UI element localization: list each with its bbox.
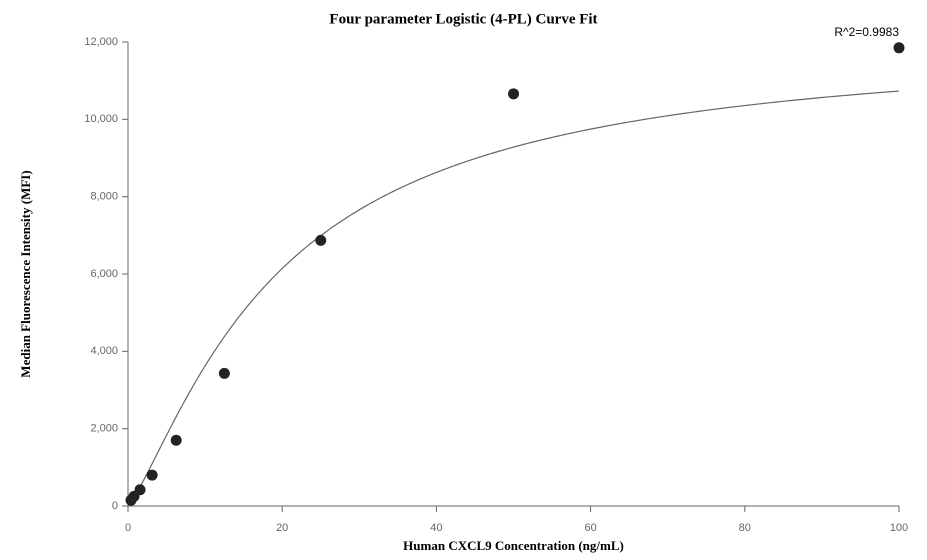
y-tick-label: 4,000 [90, 345, 118, 357]
curve-fit-chart: Four parameter Logistic (4-PL) Curve Fit… [0, 0, 927, 560]
x-tick-label: 0 [125, 522, 131, 534]
x-tick-label: 80 [739, 522, 751, 534]
y-tick-label: 12,000 [84, 36, 118, 48]
fit-curve [128, 91, 899, 504]
x-tick-label: 40 [430, 522, 442, 534]
data-point [171, 435, 182, 446]
data-point [219, 368, 230, 379]
data-point [315, 235, 326, 246]
data-point [147, 470, 158, 481]
chart-container: Four parameter Logistic (4-PL) Curve Fit… [0, 0, 927, 560]
r-squared-annotation: R^2=0.9983 [834, 25, 899, 39]
y-tick-label: 2,000 [90, 423, 118, 435]
y-tick-label: 0 [112, 500, 118, 512]
chart-title: Four parameter Logistic (4-PL) Curve Fit [329, 11, 597, 27]
y-tick-label: 10,000 [84, 113, 118, 125]
data-point [894, 42, 905, 53]
y-axis-label: Median Fluorescence Intensity (MFI) [18, 170, 33, 377]
x-tick-label: 100 [890, 522, 908, 534]
x-tick-label: 20 [276, 522, 288, 534]
data-point [508, 88, 519, 99]
data-point [135, 484, 146, 495]
y-tick-label: 6,000 [90, 268, 118, 280]
x-axis-label: Human CXCL9 Concentration (ng/mL) [403, 538, 624, 553]
x-tick-label: 60 [584, 522, 596, 534]
y-tick-label: 8,000 [90, 191, 118, 203]
